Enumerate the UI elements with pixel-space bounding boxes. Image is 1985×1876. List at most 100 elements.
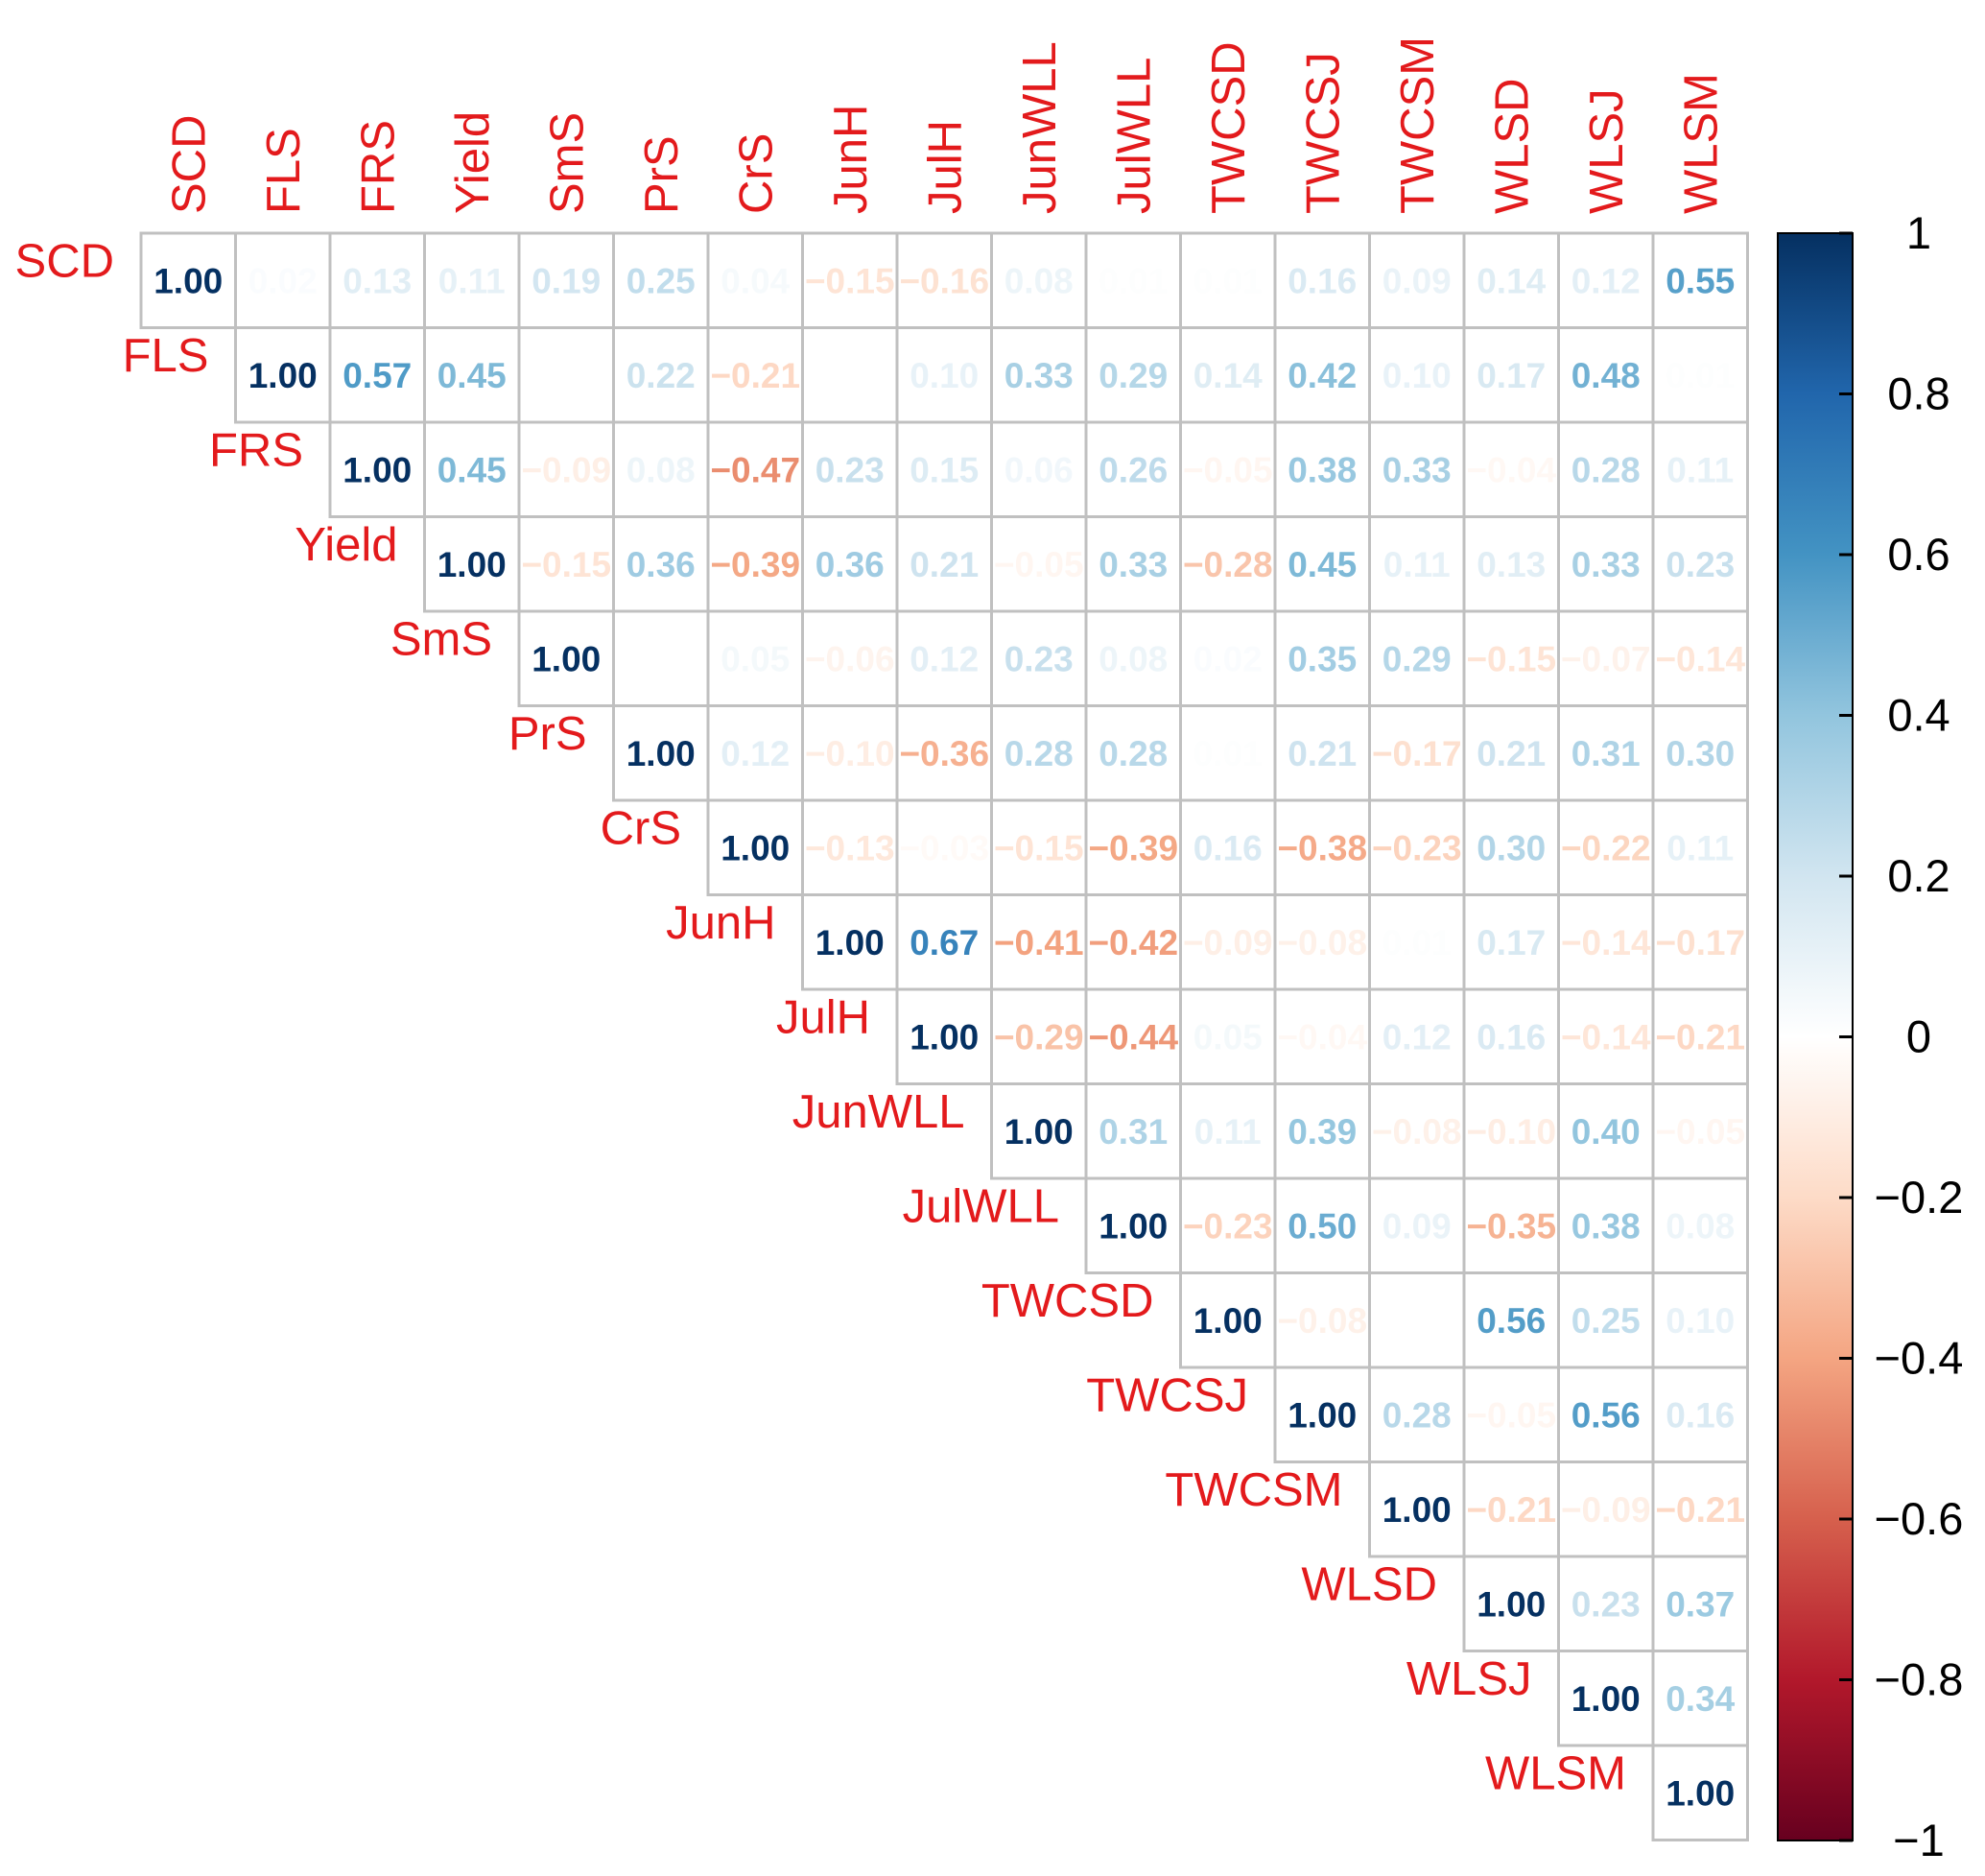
cell-value: 0.21	[1477, 734, 1546, 773]
column-label-wlsm: WLSM	[1675, 73, 1727, 214]
cell-yield-junwll: −0.05	[990, 515, 1088, 613]
cell-sms-junwll: 0.23	[990, 609, 1088, 707]
cell-value: −0.28	[1183, 545, 1273, 584]
cell-border	[1179, 1082, 1277, 1180]
cell-value: 1.00	[1288, 1395, 1357, 1435]
cell-value: −0.29	[994, 1017, 1084, 1057]
colorbar-tick-label: 0.6	[1887, 529, 1950, 580]
cell-border	[895, 893, 993, 991]
cell-julh-twcsj: −0.04	[1273, 987, 1371, 1085]
cell-value: −0.05	[1466, 1395, 1556, 1435]
cell-frs-prs: 0.08	[612, 420, 710, 518]
cell-sms-prs: −0.00	[612, 609, 710, 707]
cell-fls-wlsm: 0.01	[1651, 326, 1749, 424]
cell-border	[1557, 1176, 1655, 1274]
cell-yield-wlsj: 0.33	[1557, 515, 1655, 613]
cell-crs-wlsm: 0.11	[1651, 798, 1749, 896]
cell-border	[1273, 326, 1371, 424]
cell-value: 0.29	[1382, 639, 1452, 678]
cell-border	[1462, 798, 1560, 896]
cell-value: 1.00	[721, 828, 790, 867]
cell-value: 0.11	[1666, 828, 1734, 867]
cell-julh-julh: 1.00	[895, 987, 993, 1085]
cell-border	[706, 231, 804, 329]
cell-twcsd-wlsd: 0.56	[1462, 1271, 1560, 1369]
cell-scd-twcsj: 0.16	[1273, 231, 1371, 329]
cell-twcsj-wlsj: 0.56	[1557, 1365, 1655, 1463]
cell-fls-yield: 0.45	[423, 326, 521, 424]
cell-border	[1651, 1082, 1749, 1180]
cell-value: 1.00	[248, 356, 318, 395]
cell-junwll-wlsj: 0.40	[1557, 1082, 1655, 1180]
cell-border	[517, 609, 615, 707]
cell-fls-junh: 0.00	[801, 326, 899, 424]
cell-border	[1368, 515, 1466, 613]
cell-twcsm-wlsd: −0.21	[1462, 1460, 1560, 1558]
cell-value: 0.38	[1288, 450, 1357, 489]
cell-scd-wlsm: 0.55	[1651, 231, 1749, 329]
cell-julh-junwll: −0.29	[990, 987, 1088, 1085]
row-label-twcsd: TWCSD	[981, 1275, 1154, 1327]
cell-fls-prs: 0.22	[612, 326, 710, 424]
row-label-prs: PrS	[508, 708, 587, 760]
color-legend-ticks: 1 0.8 0.6 0.4 0.2 0 −0.2 −0.4 −0.6 −0.8 −1	[1839, 207, 1963, 1865]
cell-julwll-julwll: 1.00	[1084, 1176, 1182, 1274]
cell-scd-julh: −0.16	[895, 231, 993, 329]
cell-value: −0.10	[1466, 1112, 1556, 1152]
cell-frs-junwll: 0.06	[990, 420, 1088, 518]
cell-border	[1368, 704, 1466, 802]
cell-value: 0.10	[910, 356, 979, 395]
column-label-crs: CrS	[730, 133, 782, 214]
cell-fls-crs: −0.21	[706, 326, 804, 424]
cell-border	[990, 609, 1088, 707]
row-label-junh: JunH	[666, 897, 775, 949]
cell-value: −0.05	[1183, 450, 1273, 489]
cell-border	[1084, 1082, 1182, 1180]
cell-sms-julh: 0.12	[895, 609, 993, 707]
cell-value: 0.04	[721, 261, 790, 300]
cell-crs-twcsd: 0.16	[1179, 798, 1277, 896]
cell-value: 0.45	[437, 356, 507, 395]
cell-junh-wlsj: −0.14	[1557, 893, 1655, 991]
cell-value: −0.00	[616, 639, 706, 678]
cell-twcsm-twcsm: 1.00	[1368, 1460, 1466, 1558]
cell-border	[1084, 798, 1182, 896]
cell-value: 0.29	[1099, 356, 1168, 395]
cell-value: −0.38	[1277, 828, 1367, 867]
cell-value: 0.56	[1477, 1301, 1546, 1341]
cell-border	[612, 420, 710, 518]
cell-value: 0.38	[1571, 1206, 1641, 1246]
colorbar-tick-label: 0.8	[1887, 368, 1950, 419]
cell-value: 0.42	[1288, 356, 1357, 395]
cell-value: −0.23	[1183, 1206, 1273, 1246]
cell-border	[234, 326, 332, 424]
cell-yield-twcsm: 0.11	[1368, 515, 1466, 613]
cell-value: 0.57	[343, 356, 412, 395]
cell-border	[1557, 1650, 1655, 1747]
cell-value: 0.01	[1666, 356, 1735, 395]
column-label-wlsj: WLSJ	[1581, 88, 1633, 214]
cell-junh-wlsd: 0.17	[1462, 893, 1560, 991]
column-label-junwll: JunWLL	[1014, 41, 1066, 214]
cell-value: −0.10	[805, 734, 895, 773]
cell-value: 0.25	[626, 261, 696, 300]
cell-value: 0.00	[815, 356, 885, 395]
cell-value: 0.21	[910, 545, 979, 584]
cell-value: −0.21	[1466, 1490, 1556, 1530]
cell-crs-wlsj: −0.22	[1557, 798, 1655, 896]
cell-value: −0.21	[1655, 1490, 1745, 1530]
column-label-prs: PrS	[636, 135, 688, 214]
cell-border	[1084, 1176, 1182, 1274]
cell-border	[706, 515, 804, 613]
cell-border	[801, 704, 899, 802]
cell-border	[801, 798, 899, 896]
cell-border	[895, 704, 993, 802]
cell-value: 0.30	[1477, 828, 1546, 867]
cell-border	[1179, 987, 1277, 1085]
cell-value: 1.00	[626, 734, 696, 773]
colorbar-tick-label: −0.6	[1875, 1493, 1964, 1544]
cell-scd-prs: 0.25	[612, 231, 710, 329]
cell-prs-julh: −0.36	[895, 704, 993, 802]
cell-value: −0.39	[1088, 828, 1178, 867]
cell-value: 1.00	[1099, 1206, 1168, 1246]
